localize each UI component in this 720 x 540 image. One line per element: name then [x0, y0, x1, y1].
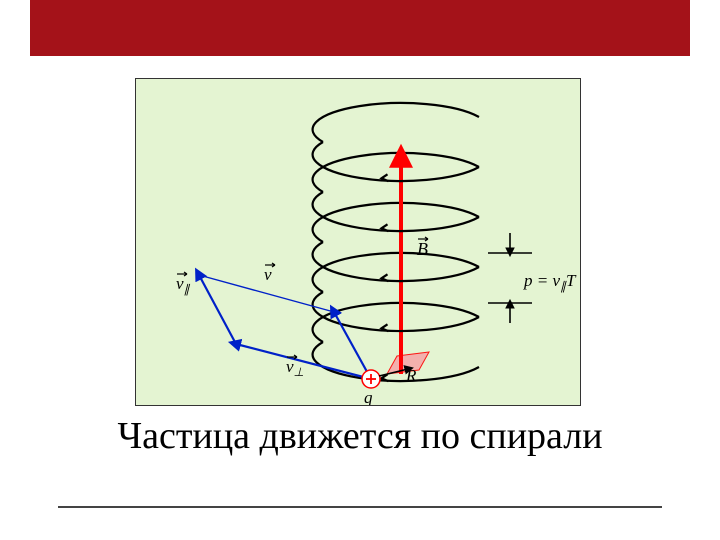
label-v_parallel: v∥ [176, 272, 191, 296]
diagram-container: Bv∥ v v⊥ Rq p = v∥T [135, 78, 581, 406]
helix-diagram: Bv∥ v v⊥ Rq p = v∥T [136, 79, 580, 405]
label-v: v [264, 263, 275, 284]
underline-rule [58, 506, 662, 508]
svg-text:q: q [364, 388, 373, 405]
svg-text:p = v∥T: p = v∥T [523, 271, 577, 293]
label-pitch: p = v∥T [523, 271, 577, 293]
label-v_perp: v⊥ [286, 355, 304, 379]
label-q: q [364, 388, 373, 405]
v-total-vector [334, 312, 371, 379]
label-B: B [417, 237, 428, 259]
v-parallel-vector [199, 275, 236, 344]
label-R: R [405, 366, 417, 385]
svg-text:v: v [264, 265, 272, 284]
title-bar [30, 0, 690, 56]
svg-text:v∥: v∥ [176, 274, 191, 296]
svg-text:R: R [405, 366, 417, 385]
svg-text:B: B [417, 239, 428, 259]
caption-text: Частица движется по спирали [0, 415, 720, 459]
